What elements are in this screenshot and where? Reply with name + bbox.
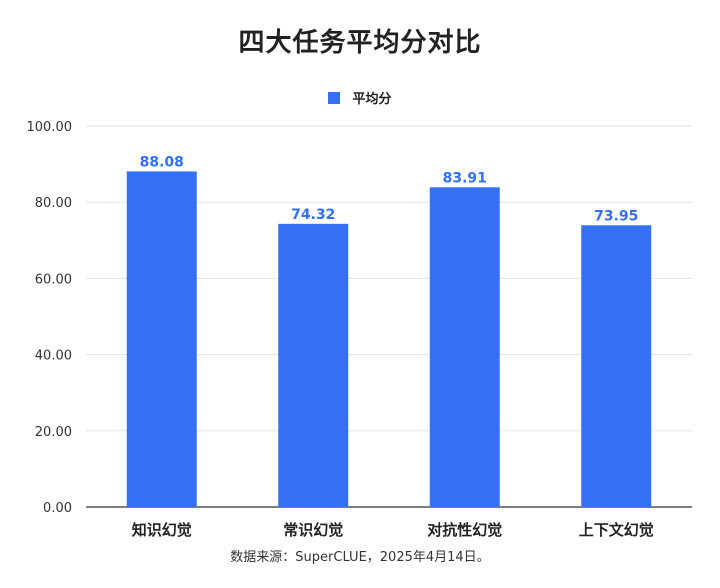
- x-tick-label: 对抗性幻觉: [427, 521, 502, 539]
- data-label: 73.95: [594, 208, 638, 224]
- data-label: 83.91: [443, 170, 487, 186]
- source-note: 数据来源：SuperCLUE，2025年4月14日。: [230, 550, 490, 565]
- x-tick-label: 常识幻觉: [283, 521, 343, 539]
- y-tick-label: 20.00: [35, 425, 72, 440]
- chart-title: 四大任务平均分对比: [238, 28, 482, 58]
- bar: [126, 171, 197, 507]
- y-tick-label: 40.00: [35, 349, 72, 364]
- y-tick-label: 0.00: [43, 501, 72, 516]
- x-tick-label: 知识幻觉: [132, 521, 192, 539]
- bar: [278, 223, 349, 507]
- bar: [429, 187, 500, 507]
- x-tick-label: 上下文幻觉: [579, 521, 654, 539]
- data-label: 88.08: [140, 154, 184, 170]
- y-tick-label: 100.00: [27, 120, 73, 135]
- y-tick-label: 60.00: [35, 272, 72, 287]
- y-tick-label: 80.00: [35, 196, 72, 211]
- legend-swatch: [328, 91, 341, 104]
- legend: 平均分: [0, 88, 720, 107]
- data-label: 74.32: [291, 207, 335, 223]
- legend-label: 平均分: [352, 92, 392, 107]
- bar: [581, 225, 652, 508]
